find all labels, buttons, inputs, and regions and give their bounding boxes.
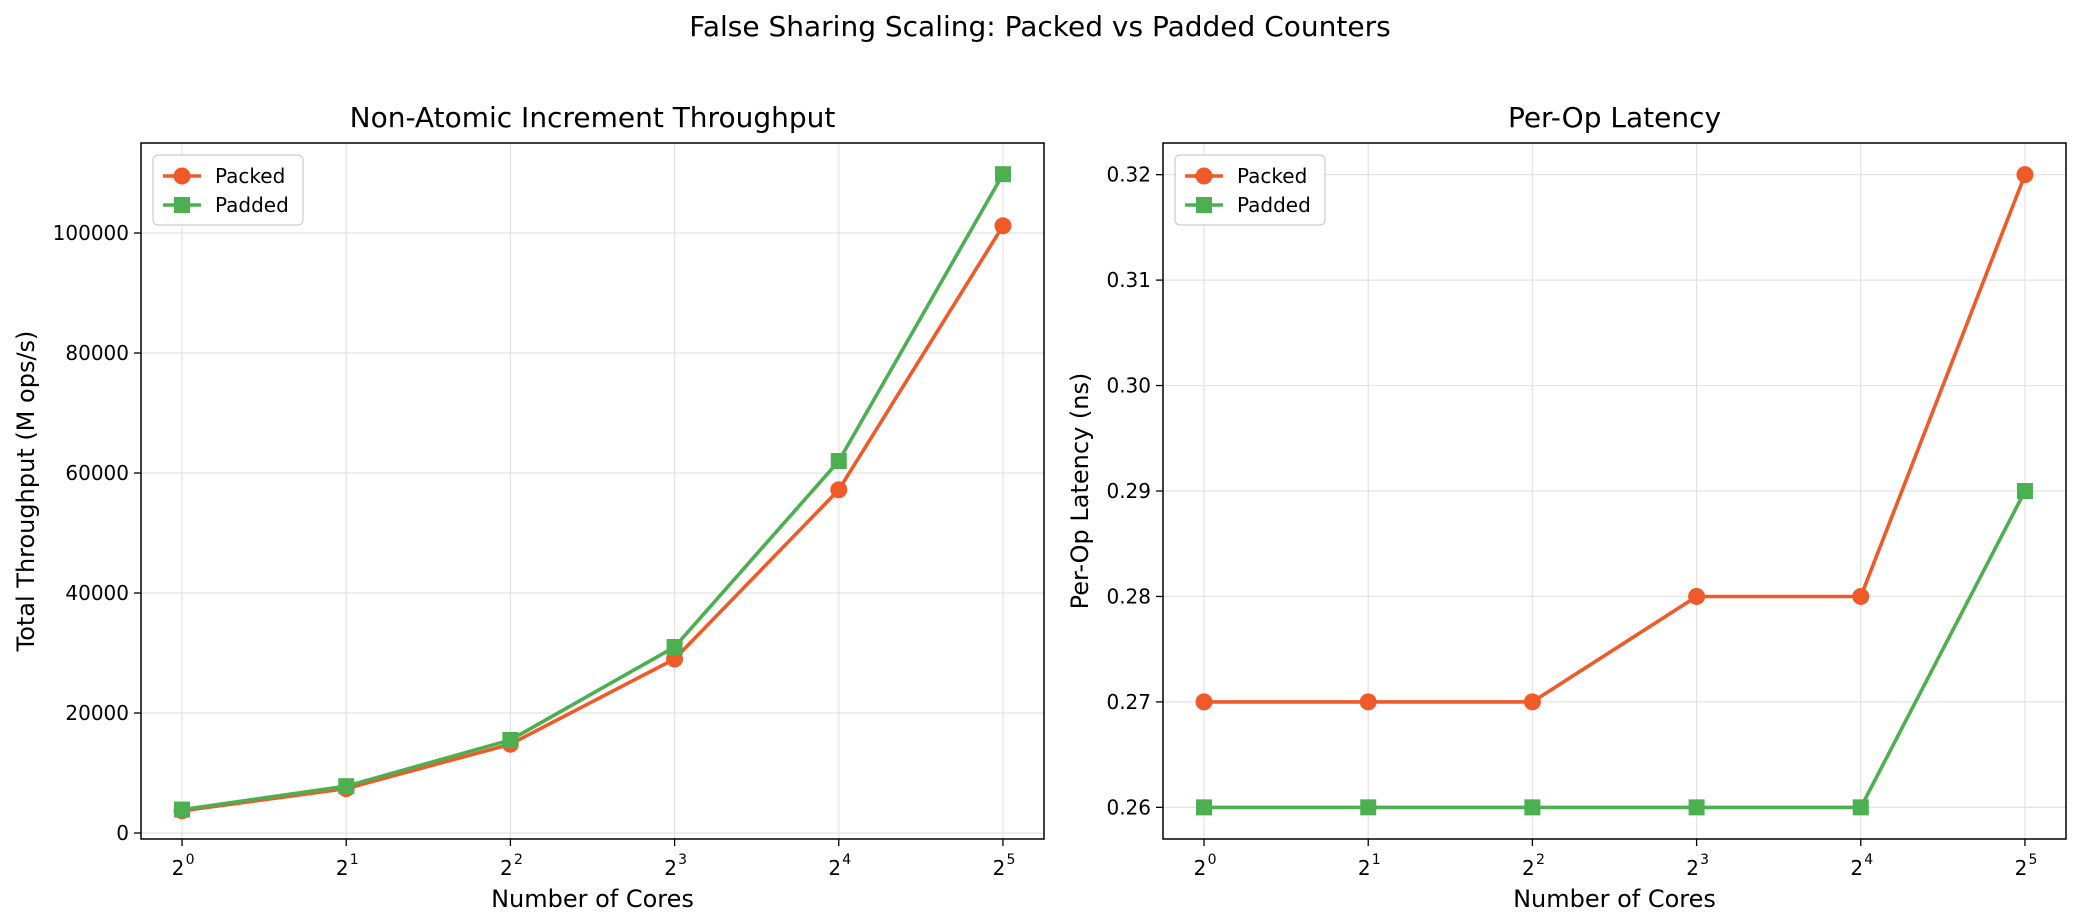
y-tick-label-0: 0 <box>116 821 129 845</box>
x-tick-label-exp-2: 2 <box>1536 852 1545 868</box>
x-tick-label-exp-2: 2 <box>514 852 523 868</box>
point-padded-3 <box>666 639 683 655</box>
x-tick-label-5: 2 <box>993 856 1006 880</box>
x-axis-label: Number of Cores <box>1513 885 1716 913</box>
x-tick-label-3: 2 <box>664 856 677 880</box>
point-padded-4 <box>1852 799 1869 816</box>
point-padded-3 <box>1688 799 1705 816</box>
point-packed-5 <box>2016 166 2034 184</box>
y-tick-label-5: 0.31 <box>1106 268 1151 292</box>
x-tick-label-exp-5: 5 <box>2028 852 2037 868</box>
y-tick-label-6: 0.32 <box>1106 163 1151 187</box>
y-tick-label-5: 100000 <box>53 221 129 245</box>
y-tick-label-0: 0.26 <box>1106 795 1151 819</box>
y-tick-label-2: 0.28 <box>1106 584 1151 608</box>
point-padded-2 <box>502 732 519 748</box>
chart-title: Non-Atomic Increment Throughput <box>350 101 836 134</box>
y-tick-label-1: 0.27 <box>1106 690 1151 714</box>
y-axis-label: Per-Op Latency (ns) <box>1066 373 1094 610</box>
legend-box <box>152 154 304 226</box>
legend-marker-packed <box>173 167 191 185</box>
x-tick-label-exp-1: 1 <box>350 852 359 868</box>
legend-label-packed: Packed <box>215 164 285 188</box>
y-tick-label-3: 0.29 <box>1106 479 1151 503</box>
point-packed-5 <box>994 217 1012 235</box>
x-axis-label: Number of Cores <box>491 885 694 913</box>
point-padded-1 <box>1360 799 1377 816</box>
x-tick-label-exp-4: 4 <box>842 852 851 868</box>
point-padded-4 <box>830 453 847 469</box>
point-packed-0 <box>1195 693 1213 711</box>
x-tick-label-exp-3: 3 <box>678 852 687 868</box>
point-packed-2 <box>1523 693 1541 711</box>
plot-frame <box>1162 142 2067 840</box>
legend-label-packed: Packed <box>1237 164 1307 188</box>
series-line-padded <box>181 173 1005 812</box>
y-tick-label-4: 80000 <box>65 341 129 365</box>
x-tick-label-4: 2 <box>1850 856 1863 880</box>
legend-marker-padded <box>1196 197 1212 213</box>
x-tick-label-1: 2 <box>336 856 349 880</box>
x-tick-label-5: 2 <box>2015 856 2028 880</box>
chart-title: Per-Op Latency <box>1508 101 1721 134</box>
plot-frame <box>140 142 1045 840</box>
x-tick-label-exp-5: 5 <box>1006 852 1015 868</box>
x-tick-label-exp-1: 1 <box>1372 852 1381 868</box>
legend-box <box>1174 154 1326 226</box>
y-tick-label-4: 0.30 <box>1106 374 1151 398</box>
legend-marker-padded <box>174 197 190 213</box>
point-padded-5 <box>2016 483 2033 499</box>
point-padded-0 <box>1196 799 1213 816</box>
series-line-packed <box>181 224 1005 813</box>
y-tick-label-1: 20000 <box>65 701 129 725</box>
point-packed-4 <box>830 481 848 499</box>
x-tick-label-1: 2 <box>1358 856 1371 880</box>
legend-label-padded: Padded <box>215 193 289 217</box>
series-line-packed <box>1204 173 2027 704</box>
x-tick-label-exp-3: 3 <box>1700 852 1709 868</box>
legend-label-padded: Padded <box>1237 193 1311 217</box>
x-tick-label-exp-0: 0 <box>186 852 195 868</box>
y-tick-label-2: 40000 <box>65 581 129 605</box>
x-tick-label-exp-0: 0 <box>1208 852 1217 868</box>
legend-marker-packed <box>1195 167 1213 185</box>
y-axis-label: Total Throughput (M ops/s) <box>12 331 40 653</box>
point-padded-2 <box>1524 799 1541 816</box>
x-tick-label-exp-4: 4 <box>1864 852 1873 868</box>
point-padded-1 <box>338 778 355 795</box>
figure-suptitle: False Sharing Scaling: Packed vs Padded … <box>689 10 1390 43</box>
series-line-padded <box>1204 490 2027 810</box>
point-packed-3 <box>1688 587 1706 605</box>
x-tick-label-2: 2 <box>500 856 513 880</box>
point-padded-0 <box>174 801 191 818</box>
point-packed-4 <box>1852 587 1870 605</box>
x-tick-label-0: 2 <box>172 856 185 880</box>
x-tick-label-2: 2 <box>1522 856 1535 880</box>
x-tick-label-4: 2 <box>828 856 841 880</box>
x-tick-label-0: 2 <box>1194 856 1207 880</box>
y-tick-label-3: 60000 <box>65 461 129 485</box>
point-packed-1 <box>1359 693 1377 711</box>
x-tick-label-3: 2 <box>1686 856 1699 880</box>
point-padded-5 <box>994 166 1011 183</box>
